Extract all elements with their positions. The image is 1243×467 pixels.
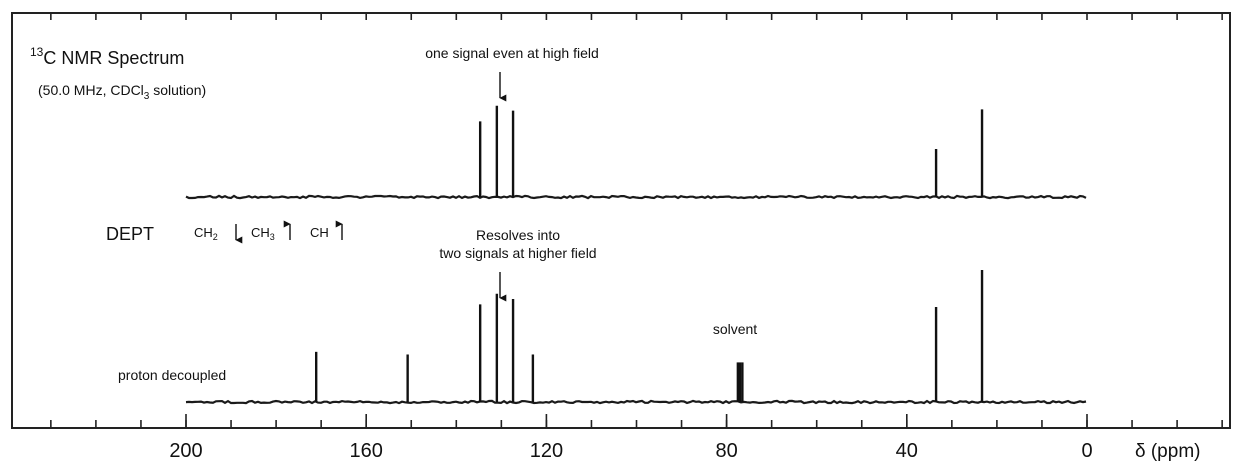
x-tick-labels: 200 160 120 80 40 0: [169, 440, 1092, 462]
proton-decoupled-baseline: [185, 399, 1087, 405]
x-tick-label: 200: [169, 440, 202, 462]
dept-ch3-text: CH: [251, 225, 270, 240]
dept-spectrum: [185, 105, 1087, 200]
bottom-arrow-label-1: Resolves into: [476, 227, 560, 243]
dept-ch3-sub: 3: [270, 232, 275, 242]
proton-decoupled-label: proton decoupled: [118, 367, 226, 383]
subtitle-sub: 3: [144, 91, 150, 102]
dept-ch2-sub: 2: [213, 232, 218, 242]
plot-frame: [11, 12, 1231, 429]
top-minor-ticks: [50, 13, 1223, 20]
x-tick-label: 160: [350, 440, 383, 462]
x-tick-label: 40: [896, 440, 918, 462]
x-axis-label: δ (ppm): [1135, 441, 1200, 462]
dept-ch2-text: CH: [194, 225, 213, 240]
x-major-ticks: [185, 414, 1088, 428]
dept-label: DEPT: [106, 224, 154, 244]
dept-baseline: [185, 194, 1087, 200]
chart-subtitle: (50.0 MHz, CDCl3 solution): [38, 82, 206, 102]
subtitle-post: solution): [149, 82, 206, 98]
chart-title: 13C NMR Spectrum: [30, 45, 184, 68]
dept-peaks: [478, 105, 984, 197]
proton-decoupled-spectrum: [185, 270, 1087, 405]
subtitle-pre: (50.0 MHz, CDCl: [38, 82, 144, 98]
solvent-label: solvent: [713, 321, 757, 337]
x-tick-label: 120: [530, 440, 563, 462]
title-main: C NMR Spectrum: [43, 48, 184, 68]
bottom-arrow-label-2: two signals at higher field: [439, 245, 596, 261]
dept-ch2: CH2: [194, 225, 218, 242]
x-tick-label: 80: [715, 440, 737, 462]
dept-ch: CH: [310, 225, 329, 240]
bottom-minor-ticks: [50, 420, 1223, 428]
dept-ch3: CH3: [251, 225, 275, 242]
proton-decoupled-peaks: [314, 270, 984, 402]
top-arrow-label: one signal even at high field: [425, 45, 599, 61]
title-superscript: 13: [30, 45, 44, 59]
x-tick-label: 0: [1081, 440, 1092, 462]
